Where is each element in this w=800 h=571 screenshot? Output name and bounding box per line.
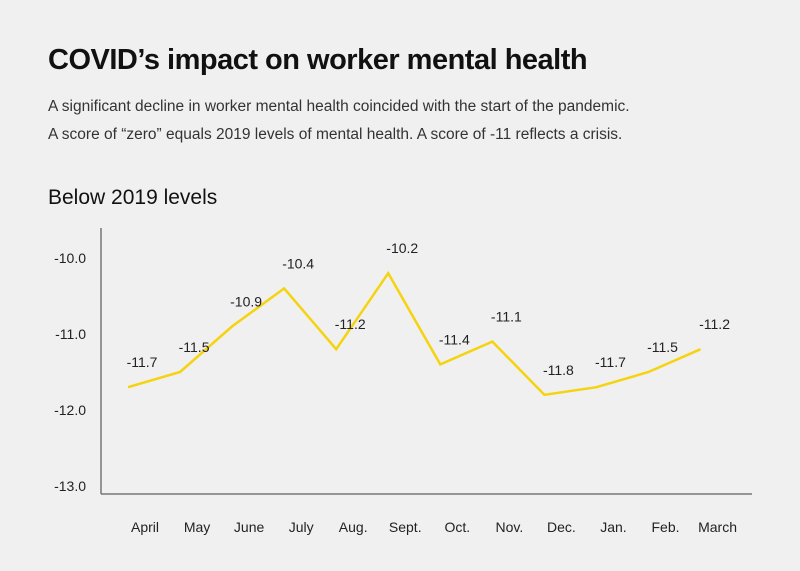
x-tick-label: Jan. bbox=[600, 519, 626, 535]
y-tick-label: -10.0 bbox=[54, 250, 86, 266]
data-label: -11.7 bbox=[595, 354, 626, 370]
data-label: -11.7 bbox=[127, 354, 158, 370]
x-tick-label: Oct. bbox=[444, 519, 470, 535]
chart-title: COVID’s impact on worker mental health bbox=[48, 44, 588, 76]
y-tick-label: -12.0 bbox=[54, 402, 86, 418]
y-axis-label: Below 2019 levels bbox=[48, 186, 218, 209]
data-label: -11.1 bbox=[491, 309, 522, 325]
data-label: -11.8 bbox=[543, 362, 574, 378]
data-label: -10.2 bbox=[386, 240, 418, 256]
x-tick-label: Sept. bbox=[389, 519, 422, 535]
x-tick-label: Dec. bbox=[547, 519, 576, 535]
x-tick-label: May bbox=[184, 519, 210, 535]
data-label: -11.4 bbox=[439, 331, 470, 347]
x-tick-label: June bbox=[234, 519, 265, 535]
x-tick-label: July bbox=[289, 519, 314, 535]
y-tick-label: -13.0 bbox=[54, 478, 86, 494]
chart-subtitle-line-1: A significant decline in worker mental h… bbox=[48, 98, 630, 115]
data-label: -11.5 bbox=[179, 339, 210, 355]
x-tick-label: April bbox=[131, 519, 159, 535]
y-tick-label: -11.0 bbox=[55, 326, 86, 342]
chart-subtitle-line-2: A score of “zero” equals 2019 levels of … bbox=[48, 126, 623, 143]
data-label: -10.9 bbox=[230, 293, 262, 309]
x-tick-label: Aug. bbox=[339, 519, 368, 535]
data-label: -10.4 bbox=[282, 255, 314, 271]
x-tick-label: Nov. bbox=[495, 519, 523, 535]
data-label: -11.5 bbox=[647, 339, 678, 355]
data-line bbox=[127, 270, 702, 397]
data-label: -11.2 bbox=[699, 316, 730, 332]
x-tick-label: March bbox=[698, 519, 737, 535]
data-label: -11.2 bbox=[335, 316, 366, 332]
x-tick-label: Feb. bbox=[651, 519, 679, 535]
